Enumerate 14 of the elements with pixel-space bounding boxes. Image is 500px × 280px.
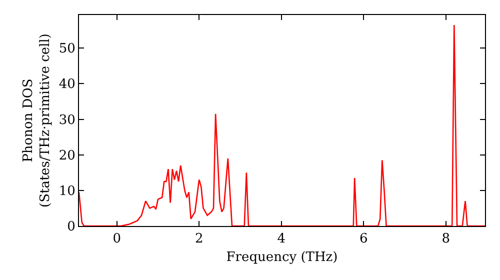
y-tick-label: 40 bbox=[58, 77, 76, 92]
y-tick-label: 10 bbox=[58, 184, 76, 199]
y-tick-label: 20 bbox=[58, 148, 76, 164]
x-tick-label: 6 bbox=[360, 232, 368, 247]
x-axis-title: Frequency (THz) bbox=[226, 250, 338, 266]
x-tick-label: 2 bbox=[194, 232, 204, 247]
y-axis-title: Phonon DOS (States/THz·primitive cell) bbox=[20, 33, 53, 208]
y-tick-label: 0 bbox=[67, 220, 76, 235]
y-tick-label: 50 bbox=[58, 42, 76, 57]
x-tick-label: 0 bbox=[112, 232, 121, 247]
y-tick-label: 30 bbox=[58, 112, 76, 128]
x-tick-label: 8 bbox=[442, 232, 450, 247]
x-tick-label: 4 bbox=[277, 232, 286, 247]
line-series bbox=[79, 24, 485, 226]
